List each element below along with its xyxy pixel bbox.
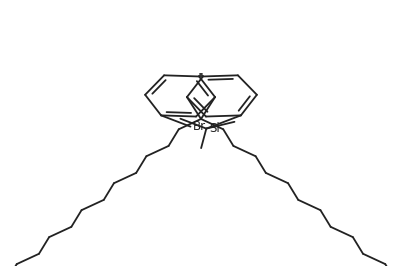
Text: Si: Si — [209, 121, 219, 135]
Text: Br: Br — [192, 120, 205, 133]
